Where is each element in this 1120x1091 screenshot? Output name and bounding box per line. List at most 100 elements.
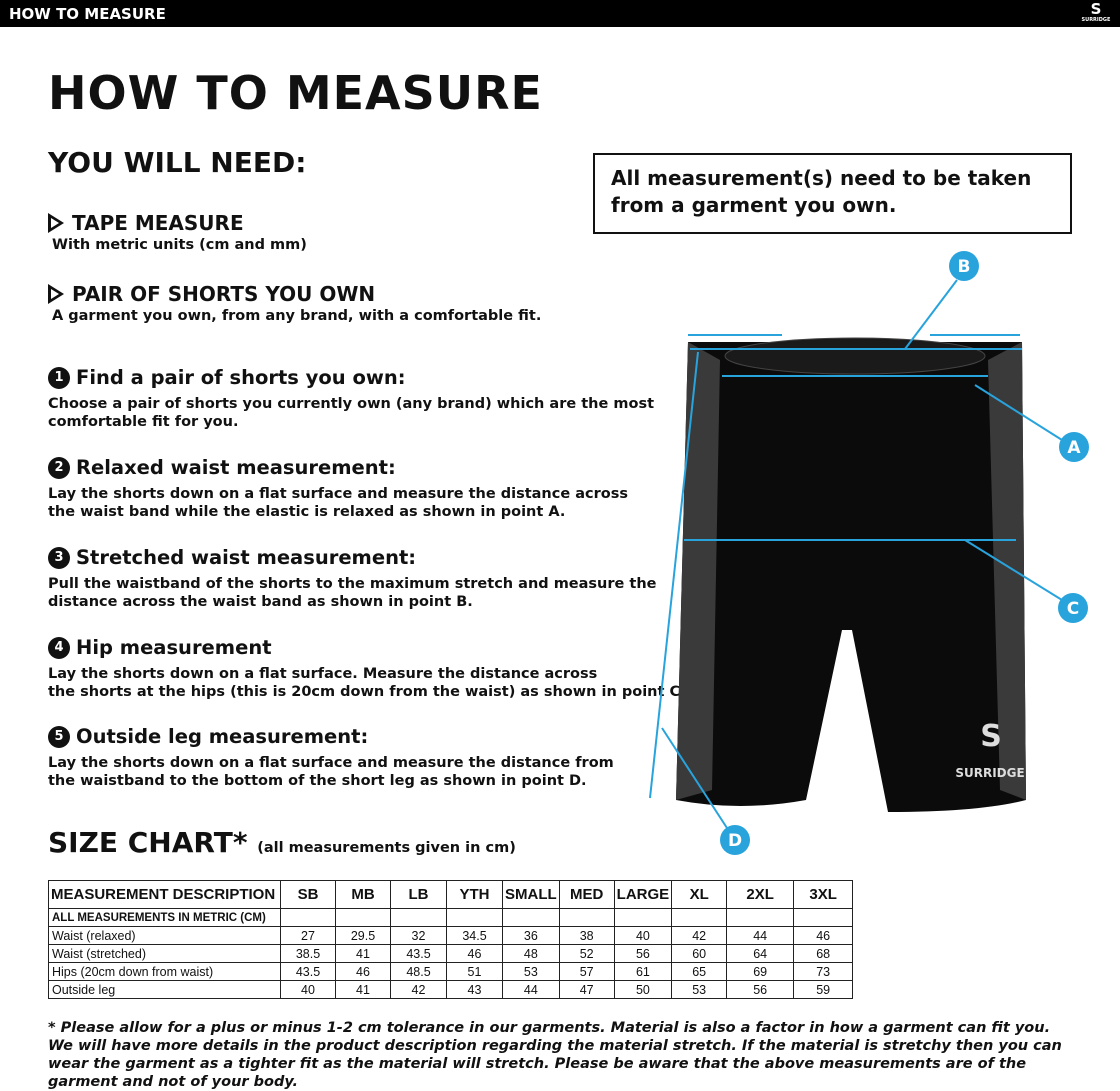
element: C	[1067, 599, 1079, 619]
row-label: Hips (20cm down from waist)	[48, 962, 281, 981]
cell-value: 69	[726, 962, 795, 981]
size-chart-table: MEASUREMENT DESCRIPTION SB MB LB YTH SMALL…	[48, 880, 854, 999]
cell-value: 47	[558, 980, 615, 999]
cell-value: 41	[335, 980, 391, 999]
cell-value: 51	[446, 962, 503, 981]
play-arrow-icon	[48, 213, 64, 233]
marker-d: D	[720, 825, 750, 855]
play-arrow-icon	[48, 284, 64, 304]
cell-value: 43	[446, 980, 503, 999]
cell-value: 50	[613, 980, 673, 999]
column-header: MED	[558, 880, 615, 909]
cell-value: 43.5	[390, 944, 447, 963]
column-header: SMALL	[502, 880, 560, 909]
cell-value: 64	[726, 944, 795, 963]
shorts-side-panel	[988, 342, 1026, 800]
size-chart-heading: SIZE CHART* (all measurements given in c…	[48, 826, 516, 859]
cell-value: 32	[390, 926, 447, 945]
note-box: All measurement(s) need to be taken from…	[593, 153, 1072, 234]
need-item-tape: TAPE MEASURE With metric units (cm and m…	[48, 211, 307, 253]
table-cell	[726, 908, 795, 927]
cell-value: 65	[671, 962, 728, 981]
cell-value: 38.5	[280, 944, 336, 963]
page-title: HOW TO MEASURE	[48, 66, 543, 120]
cell-value: 38	[558, 926, 615, 945]
cell-value: 73	[793, 962, 854, 981]
column-header: SB	[280, 880, 336, 909]
marker-a: A	[1059, 432, 1089, 462]
table-cell	[558, 908, 615, 927]
table-section-row: ALL MEASUREMENTS IN METRIC (CM)	[48, 908, 854, 927]
column-header: LARGE	[613, 880, 673, 909]
cell-value: 27	[280, 926, 336, 945]
need-item-shorts: PAIR OF SHORTS YOU OWN A garment you own…	[48, 282, 541, 324]
top-bar-title: HOW TO MEASURE	[9, 5, 166, 23]
table-row: Waist (stretched) 38.5 41 43.5 46 48 52 56 60 64 6…	[48, 944, 854, 963]
step-1: 1 Find a pair of shorts you own: Choose a …	[48, 366, 655, 430]
cell-value: 42	[390, 980, 447, 999]
step-3: 3 Stretched waist measurement: Pull the wa…	[48, 546, 657, 610]
you-will-need-heading: YOU WILL NEED:	[48, 146, 307, 179]
element: S	[980, 719, 1002, 754]
cell-value: 61	[613, 962, 673, 981]
table-row: Hips (20cm down from waist) 43.5 46 48.5 51 5…	[48, 962, 854, 981]
cell-value: 43.5	[280, 962, 336, 981]
cell-value: 59	[793, 980, 854, 999]
top-bar: HOW TO MEASURE S SURRIDGE	[0, 0, 1120, 27]
table-cell: ALL MEASUREMENTS IN METRIC (CM)	[48, 908, 281, 927]
cell-value: 56	[726, 980, 795, 999]
cell-value: 60	[671, 944, 728, 963]
garment-logo: SURRIDGE	[955, 766, 1024, 780]
element: D	[728, 831, 742, 851]
row-label: Waist (stretched)	[48, 944, 281, 963]
measure-line-d	[649, 351, 699, 799]
element: A	[1067, 438, 1081, 458]
shorts-garment	[676, 342, 1026, 812]
step-5: 5 Outside leg measurement: Lay the shorts …	[48, 725, 614, 789]
table-cell	[613, 908, 673, 927]
cell-value: 53	[671, 980, 728, 999]
cell-value: 40	[613, 926, 673, 945]
cell-value: 42	[671, 926, 728, 945]
row-label: Waist (relaxed)	[48, 926, 281, 945]
table-row: Outside leg 40 41 42 43 44 47 50 53 56 59	[48, 980, 854, 999]
cell-value: 48.5	[390, 962, 447, 981]
cell-value: 44	[502, 980, 560, 999]
shorts-waistband	[724, 337, 986, 375]
table-cell	[446, 908, 503, 927]
cell-value: 52	[558, 944, 615, 963]
cell-value: 29.5	[335, 926, 391, 945]
element: B	[958, 257, 971, 277]
cell-value: 57	[558, 962, 615, 981]
column-header: LB	[390, 880, 447, 909]
cell-value: 44	[726, 926, 795, 945]
column-header: XL	[671, 880, 728, 909]
column-header: 3XL	[793, 880, 854, 909]
cell-value: 46	[446, 944, 503, 963]
cell-value: 40	[280, 980, 336, 999]
element	[649, 279, 1063, 829]
marker-c: C	[1058, 593, 1088, 623]
cell-value: 46	[793, 926, 854, 945]
marker-b: B	[949, 251, 979, 281]
step-2: 2 Relaxed waist measurement: Lay the short…	[48, 456, 628, 520]
column-header: MEASUREMENT DESCRIPTION	[48, 880, 281, 909]
cell-value: 48	[502, 944, 560, 963]
cell-value: 36	[502, 926, 560, 945]
cell-value: 68	[793, 944, 854, 963]
cell-value: 41	[335, 944, 391, 963]
cell-value: 56	[613, 944, 673, 963]
column-header: YTH	[446, 880, 503, 909]
table-row: Waist (relaxed) 27 29.5 32 34.5 36 38 40 42 44 46	[48, 926, 854, 945]
table-cell	[502, 908, 560, 927]
footnote: * Please allow for a plus or minus 1-2 c…	[48, 1020, 1062, 1090]
step-4: 4 Hip measurement Lay the shorts down on a…	[48, 636, 686, 700]
cell-value: 46	[335, 962, 391, 981]
column-header: MB	[335, 880, 391, 909]
table-cell	[793, 908, 854, 927]
table-cell	[671, 908, 728, 927]
row-label: Outside leg	[48, 980, 281, 999]
column-header: 2XL	[726, 880, 795, 909]
table-cell	[335, 908, 391, 927]
